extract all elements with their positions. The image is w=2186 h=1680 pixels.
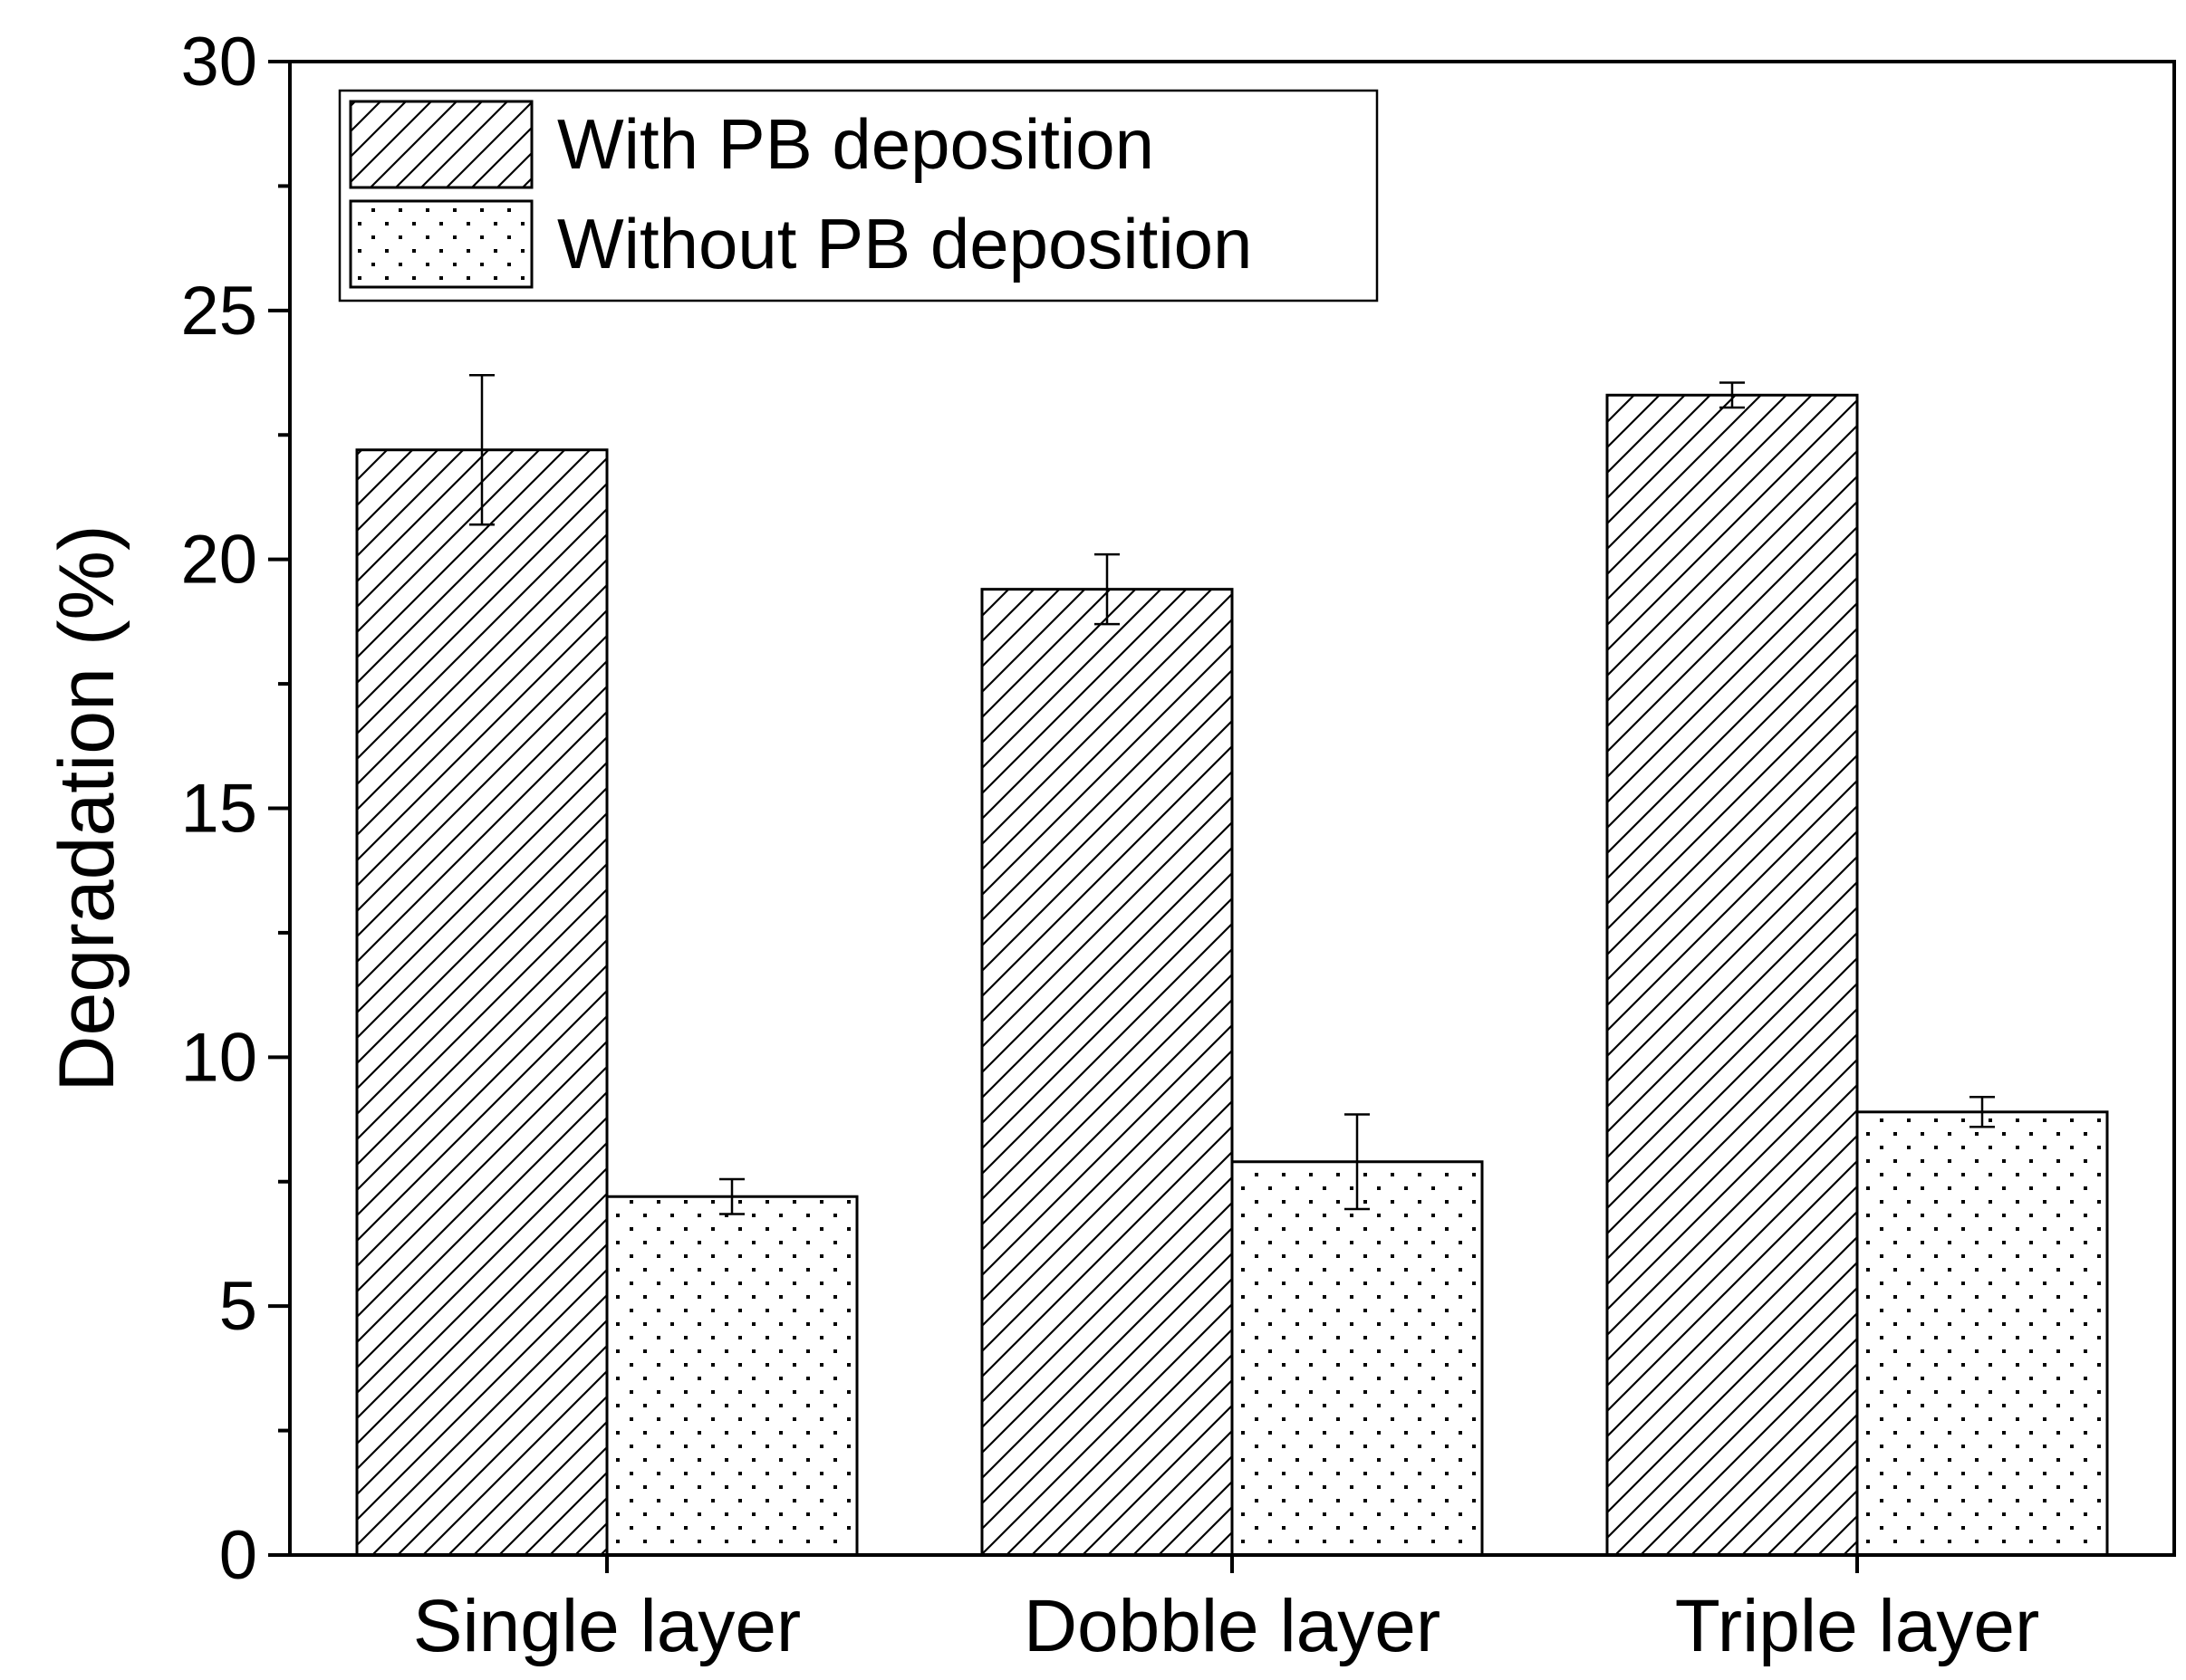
error-bar-without-pb-deposition-single-layer — [719, 1177, 745, 1215]
error-bar-with-pb-deposition-dobble-layer — [1094, 552, 1120, 626]
y-tick-label: 10 — [180, 1019, 257, 1096]
x-tick-label-triple-layer: Triple layer — [1675, 1585, 2040, 1667]
bar-without-pb-deposition-dobble-layer — [1230, 1160, 1484, 1557]
error-bar-without-pb-deposition-triple-layer — [1969, 1096, 1995, 1128]
bar-with-pb-deposition-single-layer — [355, 448, 609, 1557]
y-tick-label: 0 — [219, 1517, 257, 1594]
legend-entry-with-pb-deposition: With PB deposition — [349, 100, 1154, 189]
y-tick-label: 15 — [180, 771, 257, 848]
error-bar-without-pb-deposition-dobble-layer — [1344, 1113, 1370, 1211]
error-bar-with-pb-deposition-triple-layer — [1719, 381, 1745, 409]
y-tick-label: 30 — [180, 24, 257, 101]
axes-layer: 0 5 10 15 20 25 30 Single layer Dobble layer Trip… — [43, 24, 2176, 1667]
error-bar-with-pb-deposition-single-layer — [469, 374, 495, 526]
y-axis-title: Degradation (%) — [43, 524, 130, 1091]
x-tick-label-single-layer: Single layer — [413, 1585, 801, 1667]
bar-with-pb-deposition-dobble-layer — [980, 588, 1234, 1557]
legend-swatch — [349, 199, 534, 289]
legend-label: With PB deposition — [557, 104, 1154, 184]
y-tick-label: 25 — [180, 273, 257, 350]
legend-entry-without-pb-deposition: Without PB deposition — [349, 199, 1252, 289]
bars-layer — [355, 393, 2109, 1557]
error-bars-layer — [469, 374, 1995, 1215]
bar-without-pb-deposition-single-layer — [605, 1195, 859, 1557]
x-tick-label-dobble-layer: Dobble layer — [1024, 1585, 1440, 1667]
bar-without-pb-deposition-triple-layer — [1855, 1110, 2109, 1557]
bar-with-pb-deposition-triple-layer — [1605, 393, 1859, 1557]
legend-swatch — [349, 100, 534, 189]
legend: With PB deposition Without PB deposition — [338, 89, 1379, 302]
y-tick-label: 20 — [180, 522, 257, 599]
y-tick-label: 5 — [219, 1268, 257, 1345]
legend-label: Without PB deposition — [557, 204, 1252, 283]
